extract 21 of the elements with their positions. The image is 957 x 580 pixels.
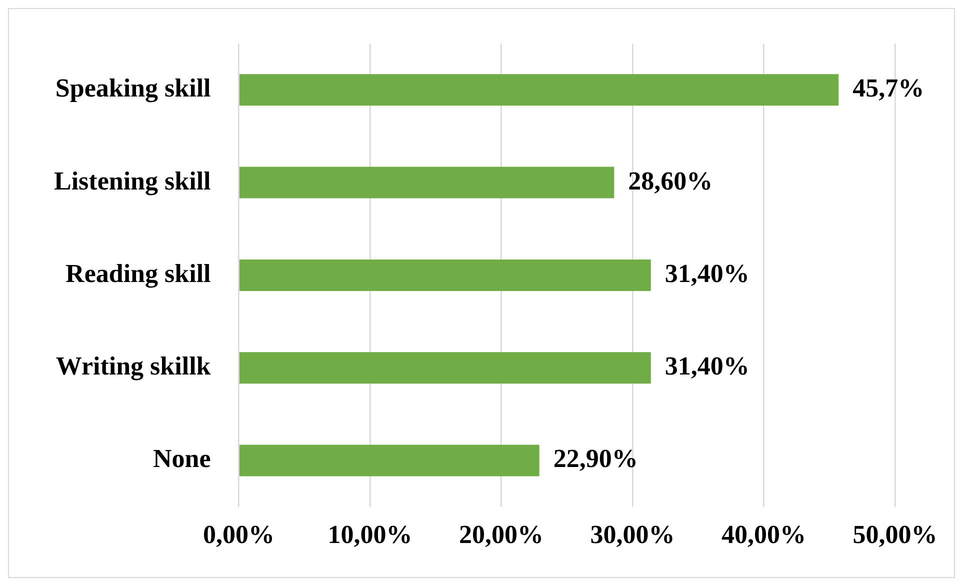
bar xyxy=(239,259,651,291)
y-tick-label: Speaking skill xyxy=(55,74,211,103)
data-label: 28,60% xyxy=(628,166,713,196)
y-tick-label: None xyxy=(152,444,211,474)
data-label: 31,40% xyxy=(664,258,750,288)
y-tick-label: Listening skill xyxy=(54,166,211,196)
x-tick-label: 30,00% xyxy=(590,520,675,550)
x-tick-label: 40,00% xyxy=(722,520,806,550)
x-tick-label: 20,00% xyxy=(459,520,544,550)
x-tick-label: 50,00% xyxy=(852,520,938,550)
bar xyxy=(239,166,614,198)
x-tick-label: 0,00% xyxy=(203,520,275,550)
bar xyxy=(239,352,651,384)
x-tick-label: 10,00% xyxy=(328,520,412,550)
data-label: 31,40% xyxy=(664,352,750,381)
bar xyxy=(239,74,839,106)
data-label: 22,90% xyxy=(553,444,638,474)
y-tick-label: Reading skill xyxy=(66,258,211,288)
bar xyxy=(239,444,540,476)
y-tick-label: Writing skillk xyxy=(56,352,212,381)
data-label: 45,7% xyxy=(852,74,924,103)
